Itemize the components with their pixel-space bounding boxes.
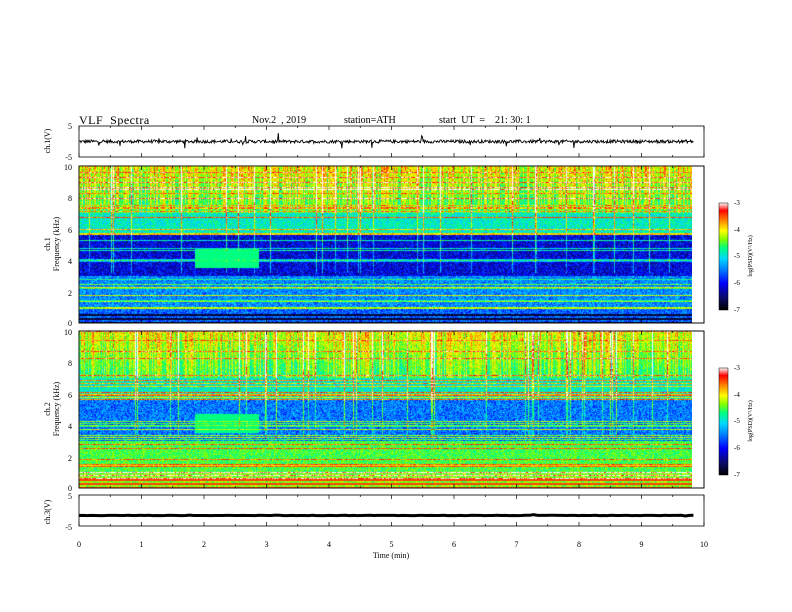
ch2-ytick-4: 4: [68, 422, 72, 431]
ch1-waveform-trace: [78, 133, 694, 149]
ch3-waveform-xticks: [78, 495, 705, 526]
time-tick-label: 8: [577, 540, 581, 549]
ch1-ytick-6: 6: [68, 226, 72, 235]
ch2-spectrogram-image: [79, 331, 692, 488]
ch3-waveform-frame: [78, 494, 705, 527]
ch1-waveform-xticks: [78, 126, 705, 157]
ch1-spectrogram-ticks: [78, 166, 705, 323]
time-axis-label: Time (min): [373, 551, 410, 560]
time-tick-label: 10: [700, 540, 708, 549]
ch1-waveform-panel: 5 -5 ch.1(V): [43, 122, 705, 162]
ch3-ytick-bottom: -5: [65, 523, 72, 532]
ch2-spectrogram-panel: 10 8 6 4 2 0 ch.2 Frequency (kHz) -3 -4 …: [43, 328, 754, 493]
ch1-cbar-tick-m7: -7: [734, 306, 740, 314]
ch2-cbar-tick-m4: -4: [734, 391, 740, 399]
ch3-waveform-trace: [78, 513, 694, 518]
time-tick-label: 1: [140, 540, 144, 549]
ch1-ytick-top: 5: [68, 122, 72, 131]
ch1-cbar-tick-m5: -5: [734, 252, 740, 260]
time-tick-label: 3: [265, 540, 269, 549]
start-ut-label: start UT = 21: 30: 1: [439, 115, 531, 126]
ch1-ytick-2: 2: [68, 289, 72, 298]
time-tick-label: 9: [640, 540, 644, 549]
time-tick-label: 6: [452, 540, 456, 549]
ch1-spec-ylabel-2: Frequency (kHz): [52, 216, 61, 271]
ch2-cbar-tick-m3: -3: [734, 364, 740, 372]
ch2-colorbar: [718, 367, 729, 476]
ch2-spectrogram-ticks: [78, 331, 705, 488]
ch2-ytick-10: 10: [64, 328, 72, 337]
ch1-ytick-4: 4: [68, 257, 72, 266]
ch1-spectrogram-image: [79, 166, 692, 323]
ch1-cbar-tick-m3: -3: [734, 199, 740, 207]
station-label: station=ATH: [344, 115, 396, 126]
time-tick-label: 5: [390, 540, 394, 549]
figure-title: VLF Spectra: [79, 113, 150, 127]
time-tick-label: 0: [77, 540, 81, 549]
ch3-ytick-top: 5: [68, 492, 72, 501]
ch2-ytick-8: 8: [68, 359, 72, 368]
ch1-ytick-0: 0: [68, 319, 72, 328]
ch1-ytick-8: 8: [68, 194, 72, 203]
ch1-spectrogram-panel: 10 8 6 4 2 0 ch.1 Frequency (kHz) -3 -4 …: [43, 163, 754, 328]
time-tick-label: 4: [327, 540, 331, 549]
date-label: Nov.2 , 2019: [252, 115, 307, 126]
ch2-ytick-6: 6: [68, 391, 72, 400]
ch1-spec-ylabel-1: ch.1: [43, 237, 52, 251]
time-tick-label: 2: [202, 540, 206, 549]
ch2-ytick-0: 0: [68, 484, 72, 493]
time-tick-label: 7: [515, 540, 519, 549]
ch3-ylabel: ch.3(V): [43, 499, 52, 524]
ch2-cbar-tick-m6: -6: [734, 444, 740, 452]
ch3-waveform-panel: 5 -5 ch.3(V): [43, 492, 705, 532]
ch2-cbar-tick-m7: -7: [734, 471, 740, 479]
ch1-ylabel: ch.1(V): [43, 128, 52, 153]
ch2-spec-ylabel-2: Frequency (kHz): [52, 381, 61, 436]
ch1-cbar-tick-m6: -6: [734, 279, 740, 287]
ch1-colorbar-label: log(PSD)(V²/Hz): [747, 235, 754, 276]
ch1-ytick-bottom: -5: [65, 153, 72, 162]
ch2-colorbar-label: log(PSD)(V²/Hz): [747, 400, 754, 441]
ch2-cbar-tick-m5: -5: [734, 417, 740, 425]
ch1-cbar-tick-m4: -4: [734, 226, 740, 234]
ch2-spec-ylabel-1: ch.2: [43, 402, 52, 416]
time-axis-tick-labels: 0 1 2 3 4 5 6 7 8 9 10: [77, 540, 708, 549]
ch1-colorbar: [718, 202, 729, 311]
ch1-ytick-10: 10: [64, 163, 72, 172]
ch2-ytick-2: 2: [68, 454, 72, 463]
